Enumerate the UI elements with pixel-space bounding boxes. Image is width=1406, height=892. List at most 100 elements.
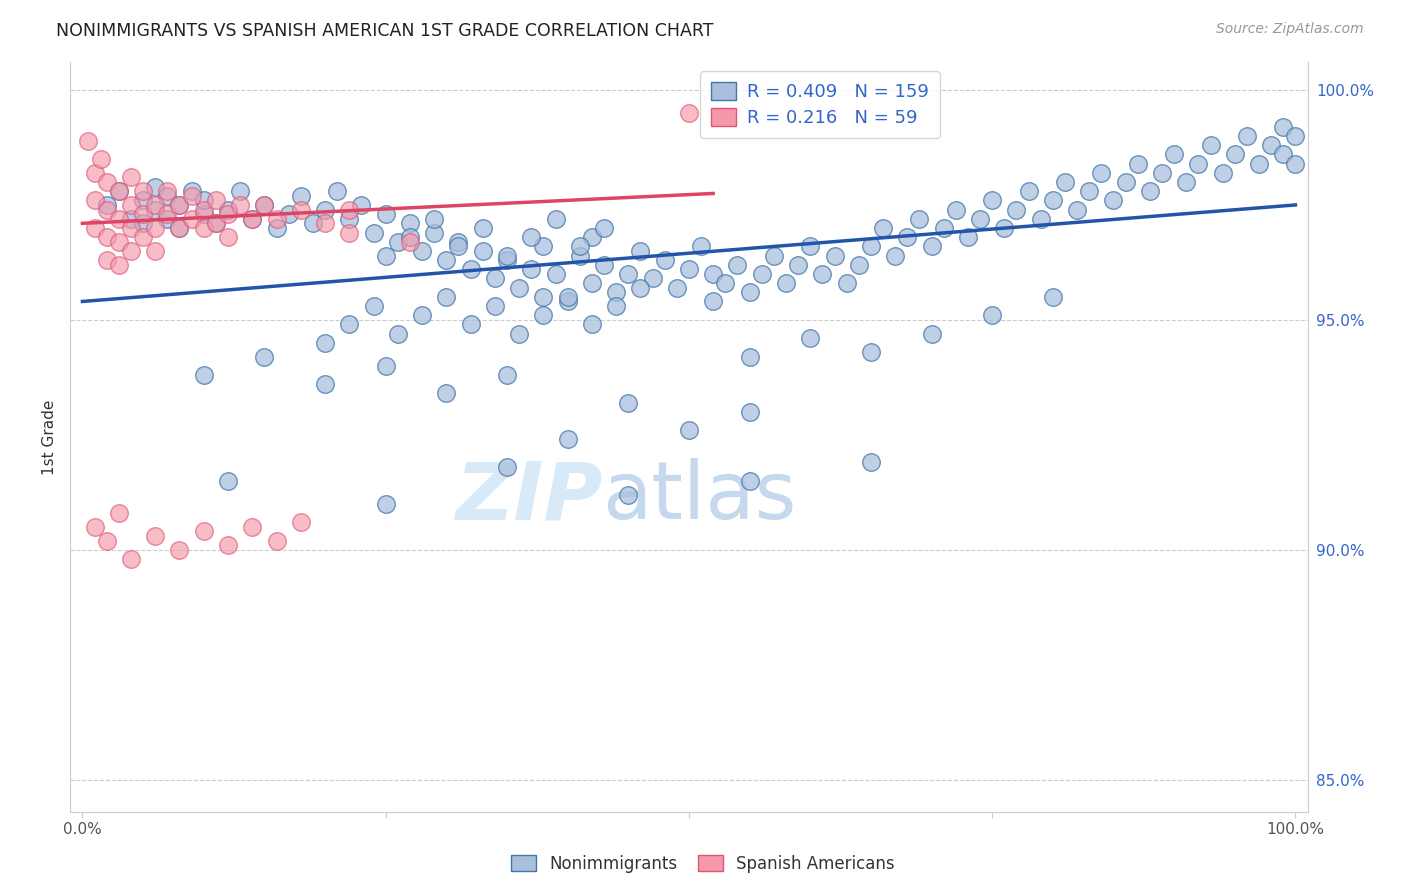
Point	[1042, 290, 1064, 304]
Point	[1236, 128, 1258, 143]
Point	[132, 184, 155, 198]
Point	[374, 207, 396, 221]
Point	[593, 221, 616, 235]
Point	[859, 239, 882, 253]
Point	[471, 244, 494, 258]
Point	[96, 175, 118, 189]
Point	[460, 262, 482, 277]
Point	[96, 533, 118, 548]
Point	[337, 211, 360, 226]
Point	[617, 395, 640, 409]
Point	[557, 433, 579, 447]
Point	[921, 326, 943, 341]
Point	[132, 207, 155, 221]
Point	[217, 202, 239, 217]
Point	[337, 202, 360, 217]
Point	[884, 248, 907, 262]
Point	[605, 285, 627, 300]
Point	[447, 239, 470, 253]
Point	[520, 262, 543, 277]
Point	[738, 350, 761, 364]
Point	[678, 262, 700, 277]
Point	[143, 202, 166, 217]
Point	[434, 290, 457, 304]
Point	[1199, 138, 1222, 153]
Point	[77, 134, 100, 148]
Point	[945, 202, 967, 217]
Point	[205, 194, 228, 208]
Point	[496, 459, 519, 474]
Point	[120, 244, 142, 258]
Point	[83, 221, 105, 235]
Point	[1102, 194, 1125, 208]
Point	[434, 386, 457, 401]
Point	[484, 271, 506, 285]
Point	[981, 194, 1004, 208]
Legend: R = 0.409   N = 159, R = 0.216   N = 59: R = 0.409 N = 159, R = 0.216 N = 59	[700, 71, 939, 138]
Point	[374, 248, 396, 262]
Point	[1126, 156, 1149, 170]
Point	[169, 221, 191, 235]
Point	[266, 533, 288, 548]
Text: Source: ZipAtlas.com: Source: ZipAtlas.com	[1216, 22, 1364, 37]
Point	[120, 170, 142, 185]
Point	[120, 552, 142, 566]
Point	[702, 267, 724, 281]
Point	[193, 368, 215, 382]
Point	[531, 239, 554, 253]
Point	[544, 267, 567, 281]
Point	[605, 299, 627, 313]
Point	[193, 221, 215, 235]
Point	[399, 235, 422, 249]
Point	[799, 331, 821, 345]
Point	[641, 271, 664, 285]
Point	[690, 239, 713, 253]
Point	[217, 230, 239, 244]
Point	[143, 244, 166, 258]
Point	[835, 276, 858, 290]
Text: NONIMMIGRANTS VS SPANISH AMERICAN 1ST GRADE CORRELATION CHART: NONIMMIGRANTS VS SPANISH AMERICAN 1ST GR…	[56, 22, 714, 40]
Point	[423, 211, 446, 226]
Point	[240, 211, 263, 226]
Point	[738, 285, 761, 300]
Point	[859, 345, 882, 359]
Legend: Nonimmigrants, Spanish Americans: Nonimmigrants, Spanish Americans	[505, 848, 901, 880]
Point	[108, 258, 131, 272]
Point	[314, 377, 336, 392]
Point	[896, 230, 918, 244]
Point	[96, 198, 118, 212]
Point	[399, 216, 422, 230]
Point	[1272, 147, 1295, 161]
Point	[859, 455, 882, 469]
Point	[240, 211, 263, 226]
Point	[90, 152, 112, 166]
Point	[314, 202, 336, 217]
Point	[132, 194, 155, 208]
Point	[557, 290, 579, 304]
Point	[811, 267, 834, 281]
Point	[132, 216, 155, 230]
Point	[678, 423, 700, 437]
Point	[628, 244, 651, 258]
Point	[848, 258, 870, 272]
Point	[108, 235, 131, 249]
Point	[337, 226, 360, 240]
Point	[1284, 128, 1306, 143]
Point	[775, 276, 797, 290]
Point	[96, 202, 118, 217]
Point	[581, 276, 603, 290]
Point	[350, 198, 373, 212]
Point	[1223, 147, 1246, 161]
Point	[581, 230, 603, 244]
Point	[277, 207, 299, 221]
Point	[799, 239, 821, 253]
Point	[387, 326, 409, 341]
Point	[727, 258, 749, 272]
Point	[156, 184, 179, 198]
Point	[143, 221, 166, 235]
Point	[290, 202, 312, 217]
Point	[266, 211, 288, 226]
Point	[108, 506, 131, 520]
Point	[180, 184, 202, 198]
Point	[1005, 202, 1028, 217]
